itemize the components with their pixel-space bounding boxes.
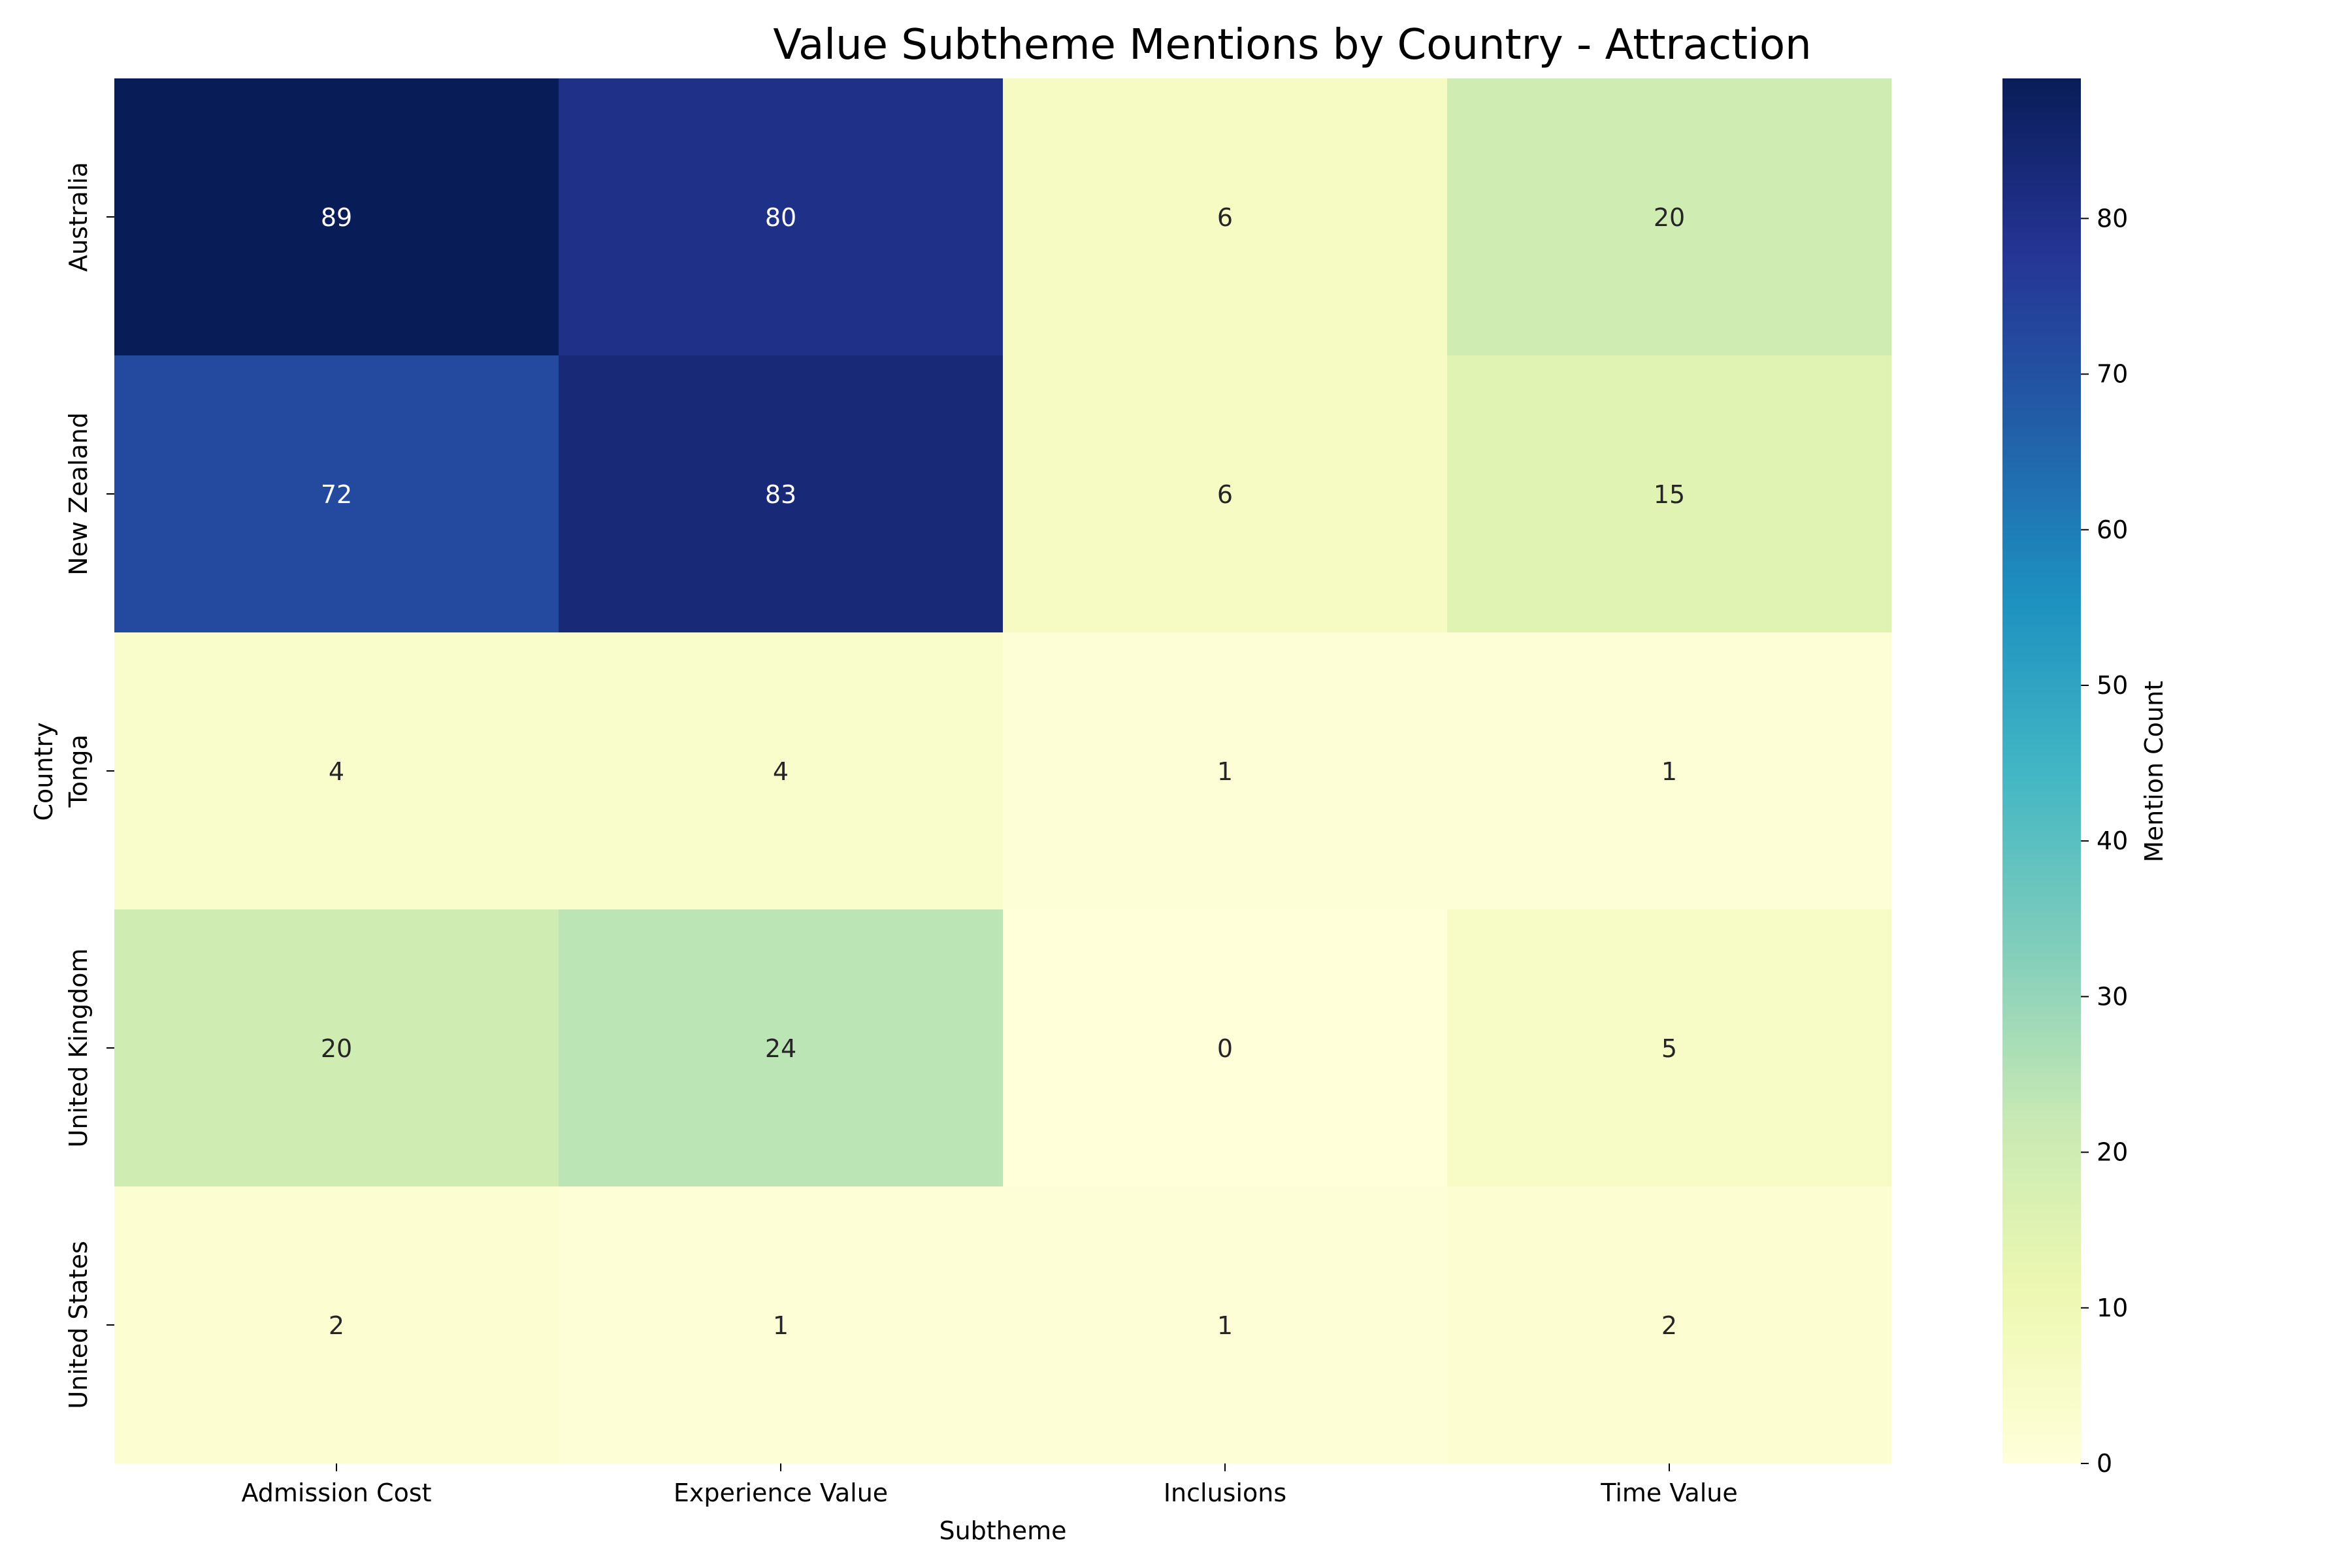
heatmap-cell-labels: 89 80 6 20 72 83 6 15 4 4 1 1 20 24 0 5 2 1 1 2 xyxy=(321,203,1685,1340)
heatmap-cell xyxy=(1003,632,1448,910)
y-tick-label: United States xyxy=(64,1241,93,1409)
y-tick-label: New Zealand xyxy=(64,412,93,576)
heatmap-cell xyxy=(1003,355,1448,633)
heatmap-cell xyxy=(1447,632,1892,910)
y-tick-label: Tonga xyxy=(64,734,93,808)
cell-value-label: 6 xyxy=(1217,480,1233,509)
x-tick-label: Time Value xyxy=(1600,1478,1737,1507)
x-tick-label: Inclusions xyxy=(1164,1478,1286,1507)
y-axis-label: Country xyxy=(29,723,58,821)
colorbar-tick-label: 0 xyxy=(2097,1449,2112,1478)
cell-value-label: 5 xyxy=(1661,1034,1677,1063)
cell-value-label: 6 xyxy=(1217,203,1233,232)
heatmap-cell xyxy=(1447,355,1892,633)
cell-value-label: 1 xyxy=(1661,757,1677,786)
colorbar-tick-label: 50 xyxy=(2097,671,2128,700)
heatmap-cell xyxy=(559,909,1004,1187)
cell-value-label: 89 xyxy=(321,203,352,232)
heatmap-cell xyxy=(114,355,559,633)
colorbar-tick-label: 30 xyxy=(2097,982,2128,1011)
cell-value-label: 24 xyxy=(765,1034,796,1063)
heatmap-cell xyxy=(559,632,1004,910)
cell-value-label: 4 xyxy=(329,757,344,786)
colorbar xyxy=(2002,78,2081,1463)
heatmap-cell xyxy=(114,1186,559,1464)
cell-value-label: 15 xyxy=(1654,480,1685,509)
cell-value-label: 1 xyxy=(773,1311,789,1340)
colorbar-label: Mention Count xyxy=(2140,681,2168,862)
heatmap-cell xyxy=(1447,78,1892,356)
colorbar-tick-label: 40 xyxy=(2097,826,2128,855)
heatmap-cell xyxy=(1447,1186,1892,1464)
cell-value-label: 20 xyxy=(321,1034,352,1063)
heatmap-cell xyxy=(1003,909,1448,1187)
y-tick-label: United Kingdom xyxy=(64,948,93,1147)
heatmap-cell xyxy=(1003,78,1448,356)
y-tick-label: Australia xyxy=(64,162,93,272)
heatmap-cell xyxy=(559,355,1004,633)
colorbar-tick-label: 80 xyxy=(2097,204,2128,233)
cell-value-label: 1 xyxy=(1217,757,1233,786)
heatmap-cell xyxy=(559,78,1004,356)
heatmap-cell xyxy=(1447,909,1892,1187)
heatmap-cell xyxy=(1003,1186,1448,1464)
colorbar-tick-label: 60 xyxy=(2097,515,2128,544)
x-tick-label: Experience Value xyxy=(674,1478,888,1507)
cell-value-label: 0 xyxy=(1217,1034,1233,1063)
cell-value-label: 4 xyxy=(773,757,789,786)
x-tick-label: Admission Cost xyxy=(241,1478,431,1507)
cell-value-label: 2 xyxy=(329,1311,344,1340)
cell-value-label: 72 xyxy=(321,480,352,509)
heatmap-cell xyxy=(114,632,559,910)
cell-value-label: 2 xyxy=(1661,1311,1677,1340)
heatmap-cells xyxy=(114,78,1892,1464)
heatmap-cell xyxy=(114,909,559,1187)
colorbar-tick-label: 20 xyxy=(2097,1138,2128,1167)
chart-title: Value Subtheme Mentions by Country - Att… xyxy=(773,21,1811,69)
x-axis: Admission Cost Experience Value Inclusions… xyxy=(241,1463,1738,1507)
colorbar-tick-label: 10 xyxy=(2097,1294,2128,1322)
x-axis-label: Subtheme xyxy=(939,1516,1066,1545)
heatmap-cell xyxy=(559,1186,1004,1464)
cell-value-label: 83 xyxy=(765,480,796,509)
cell-value-label: 20 xyxy=(1654,203,1685,232)
heatmap-cell xyxy=(114,78,559,356)
colorbar-tick-label: 70 xyxy=(2097,360,2128,389)
cell-value-label: 1 xyxy=(1217,1311,1233,1340)
colorbar-ticks: 0 10 20 30 40 50 60 70 80 xyxy=(2081,204,2128,1478)
cell-value-label: 80 xyxy=(765,203,796,232)
y-axis: Australia New Zealand Tonga United Kingdom U… xyxy=(64,162,114,1409)
